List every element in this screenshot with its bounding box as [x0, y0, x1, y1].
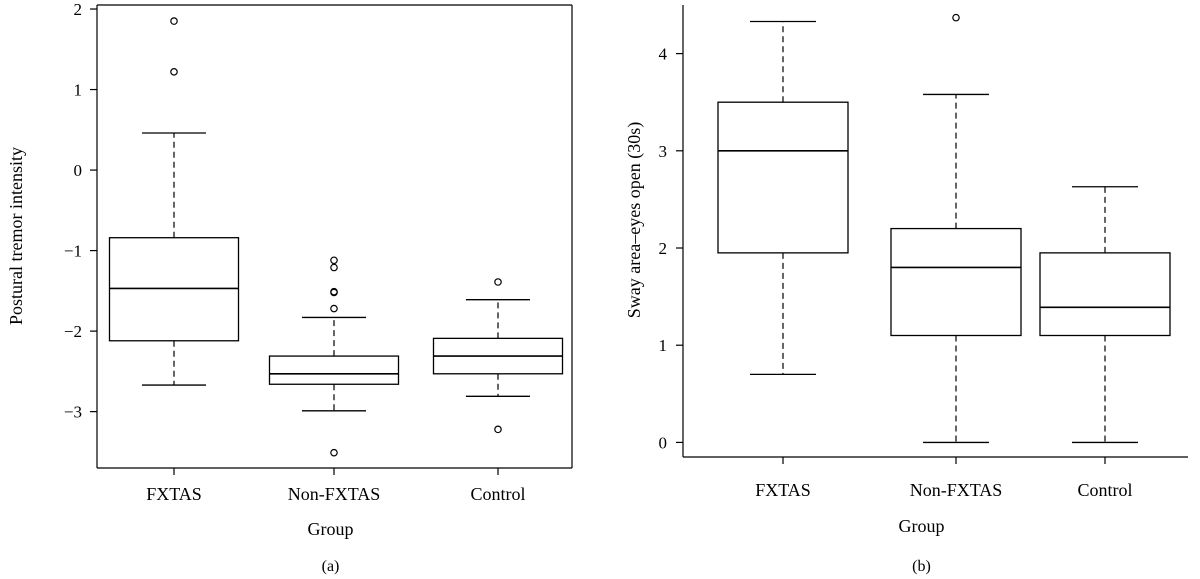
outlier-point: [494, 278, 502, 286]
outlier-point: [494, 425, 502, 434]
chart-panel-a: −3 −2 −1 0 1 2 FXTAS Non-FXTAS Control Group Postu…: [6, 0, 573, 575]
outlier-point: [330, 263, 338, 272]
x-axis-title: Group: [899, 516, 945, 536]
x-category-label: Non-FXTAS: [910, 480, 1003, 500]
y-axis-title: Sway area–eyes open (30s): [624, 122, 645, 318]
iqr-box: [717, 101, 849, 254]
outlier-point: [170, 17, 178, 25]
outlier-point: [330, 256, 338, 265]
y-tick-label: −2: [64, 322, 82, 341]
outlier-point: [170, 68, 178, 76]
iqr-box: [1039, 252, 1171, 337]
panel-label: (b): [912, 558, 931, 575]
outlier-point: [330, 304, 338, 313]
y-tick-label: 0: [74, 161, 83, 180]
y-tick-label: 2: [659, 239, 668, 258]
x-category-label: FXTAS: [755, 480, 811, 500]
panel-label: (a): [322, 558, 340, 575]
chart-panel-b: 0 1 2 3 4 FXTAS Non-FXTAS Control Group Sway area…: [624, 5, 1188, 575]
y-tick-label: 0: [659, 433, 668, 452]
x-category-label: Control: [470, 484, 525, 504]
y-tick-label: 3: [659, 142, 668, 161]
iqr-box: [268, 355, 400, 385]
x-category-label: Non-FXTAS: [288, 484, 381, 504]
y-tick-label: 1: [659, 336, 668, 355]
x-category-label: FXTAS: [146, 484, 202, 504]
y-tick-label: 4: [659, 45, 668, 64]
y-tick-label: −3: [64, 403, 82, 422]
y-tick-label: 2: [74, 0, 83, 19]
x-axis-title: Group: [308, 519, 354, 539]
iqr-box: [890, 227, 1022, 337]
x-category-label: Control: [1077, 480, 1132, 500]
iqr-box: [108, 237, 240, 342]
y-axis-title: Postural tremor intensity: [6, 147, 26, 325]
y-tick-label: −1: [64, 242, 82, 261]
outlier-point: [330, 448, 338, 457]
y-tick-label: 1: [74, 81, 83, 100]
outlier-point: [330, 288, 338, 297]
outlier-point: [952, 13, 960, 22]
